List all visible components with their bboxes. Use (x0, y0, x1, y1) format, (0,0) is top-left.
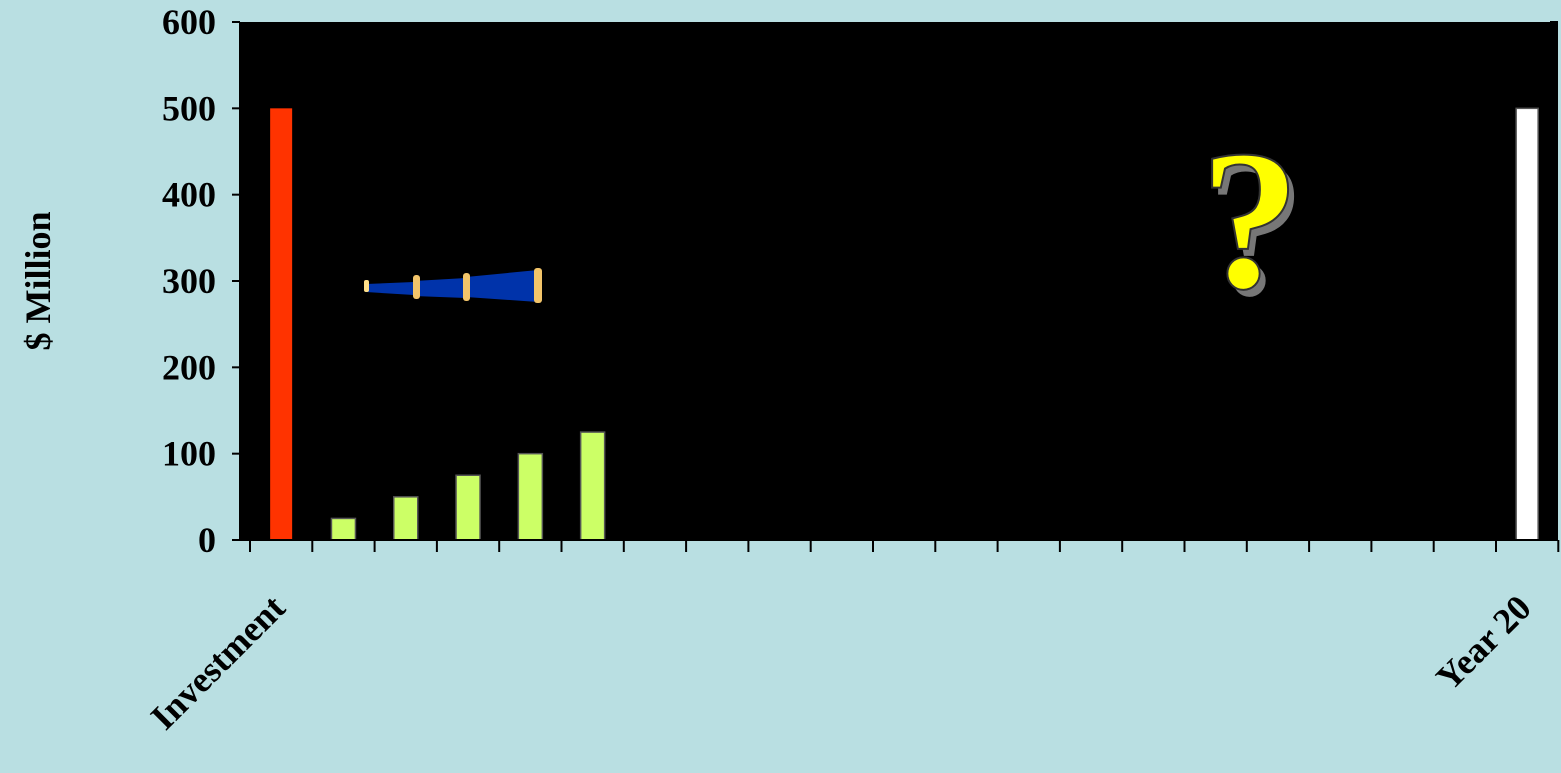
y-tick-label-600: 600 (162, 2, 216, 42)
telescope-icon (364, 268, 542, 303)
y-tick-label-100: 100 (162, 434, 216, 474)
question-mark: ? (1200, 110, 1300, 331)
x-tick-labels: Investment Year 20 (143, 587, 1539, 737)
question-mark-shadow: ? (1206, 117, 1306, 338)
y-axis-label: $ Million (18, 211, 58, 350)
bar-5 (579, 431, 606, 541)
y-tick-labels: 0 100 200 300 400 500 600 (162, 2, 216, 560)
bar-3 (455, 474, 481, 541)
x-tick-label-0: Investment (143, 587, 293, 737)
y-tick-label-200: 200 (162, 347, 216, 387)
bars-group (270, 107, 1539, 541)
y-tick-label-300: 300 (162, 261, 216, 301)
bar-2 (393, 496, 419, 541)
y-tick-label-500: 500 (162, 88, 216, 128)
y-tick-label-400: 400 (162, 175, 216, 215)
bar-4 (517, 452, 544, 541)
bar-1 (330, 517, 357, 541)
y-tick-label-0: 0 (198, 520, 216, 560)
question-mark-icon: ? ? (1199, 109, 1306, 338)
bar-6 (1515, 107, 1539, 541)
x-tick-label-1: Year 20 (1428, 587, 1539, 698)
axes-group (232, 21, 1560, 552)
bar-0 (270, 108, 293, 540)
